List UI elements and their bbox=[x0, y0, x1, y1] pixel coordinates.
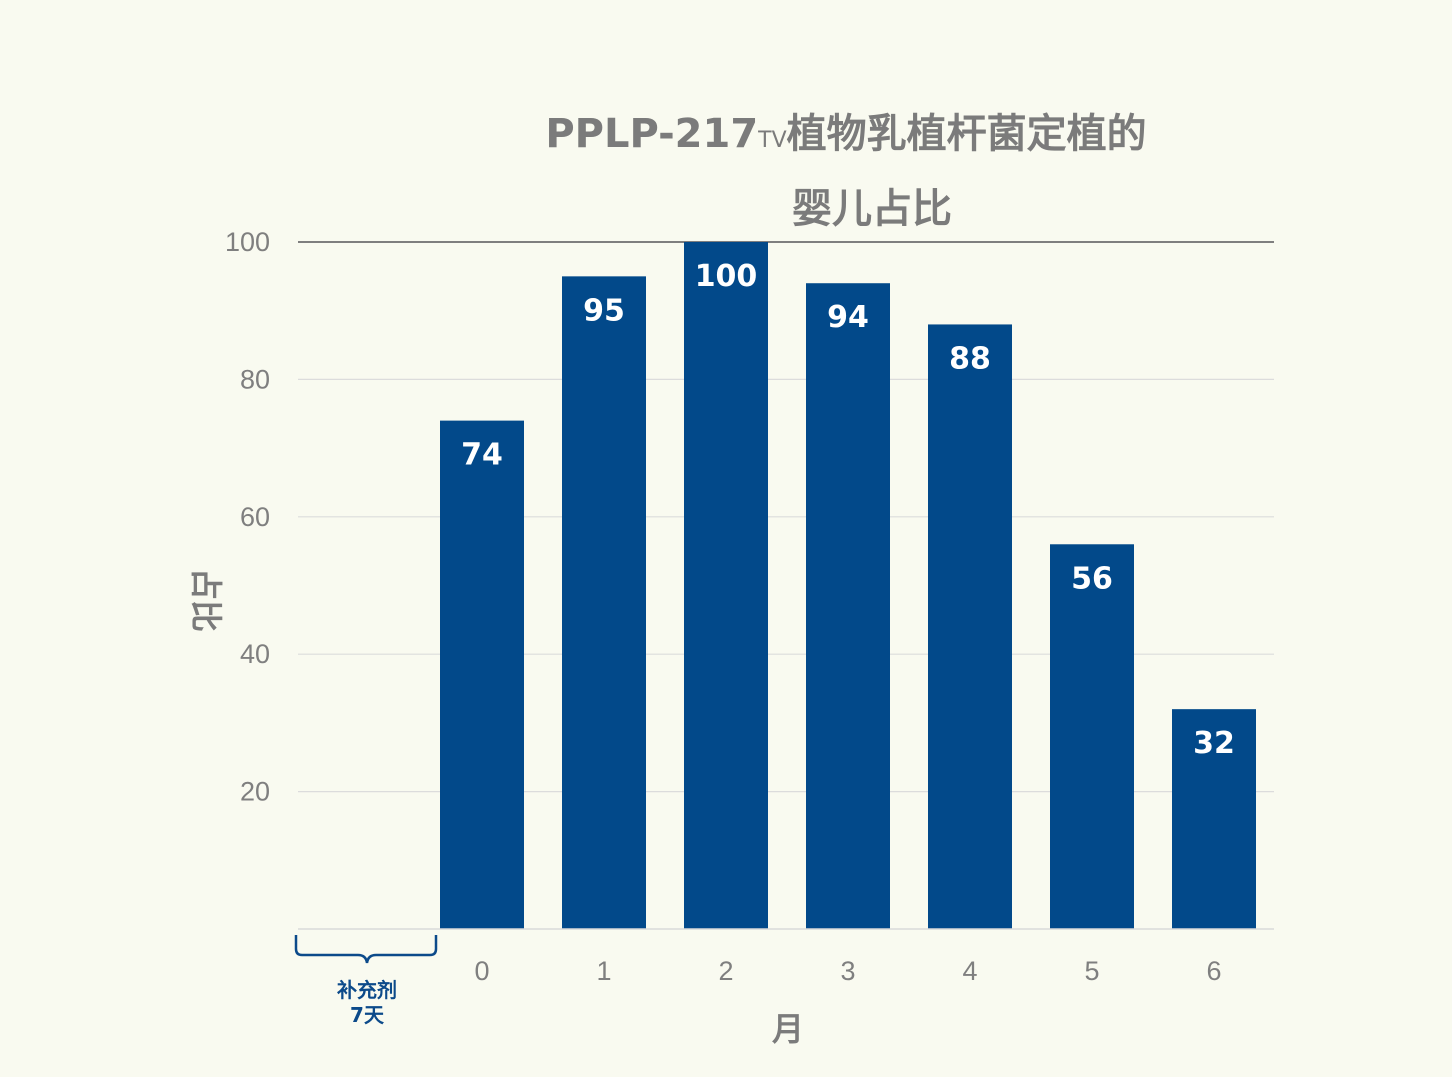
chart-title-rest: 植物乳植杆菌定植的 bbox=[787, 111, 1147, 157]
x-tick-label: 5 bbox=[1084, 956, 1099, 986]
supplement-brace: 补充剂 7天 bbox=[294, 935, 438, 1027]
chart-title-line2: 婴儿占比 bbox=[792, 186, 952, 232]
bar bbox=[1172, 709, 1256, 929]
bar-value-label: 94 bbox=[827, 300, 869, 335]
x-axis-ticks: 0 1 2 3 4 5 6 bbox=[474, 956, 1221, 986]
x-tick-label: 0 bbox=[474, 956, 489, 986]
x-tick-label: 1 bbox=[596, 956, 611, 986]
bar-value-label: 74 bbox=[461, 438, 503, 473]
bar-value-label: 100 bbox=[695, 259, 758, 294]
x-tick-label: 4 bbox=[962, 956, 977, 986]
y-tick-label: 20 bbox=[240, 777, 270, 807]
y-tick-label: 80 bbox=[240, 364, 270, 394]
supplement-duration-label: 7天 bbox=[350, 1003, 385, 1027]
y-axis-title: 占比 bbox=[187, 568, 225, 632]
bar bbox=[440, 420, 524, 929]
bar bbox=[806, 283, 890, 930]
bar-value-label: 95 bbox=[583, 293, 625, 328]
bar-value-label: 56 bbox=[1071, 561, 1113, 596]
chart-title-mark: TV bbox=[757, 128, 787, 153]
bar-value-label: 32 bbox=[1193, 726, 1235, 761]
y-tick-label: 60 bbox=[240, 502, 270, 532]
supplement-label: 补充剂 bbox=[336, 978, 397, 1002]
x-tick-label: 2 bbox=[718, 956, 733, 986]
y-axis-ticks: 20 40 60 80 100 bbox=[225, 227, 270, 807]
bar bbox=[562, 276, 646, 930]
svg-text:PPLP-217TV植物乳植杆菌定植的: PPLP-217TV植物乳植杆菌定植的 bbox=[545, 111, 1146, 157]
bar bbox=[1050, 544, 1134, 929]
y-tick-label: 100 bbox=[225, 227, 270, 257]
x-tick-label: 3 bbox=[840, 956, 855, 986]
x-axis-title: 月 bbox=[772, 1010, 804, 1048]
bar-value-label: 88 bbox=[949, 341, 991, 376]
brace-shape bbox=[294, 935, 438, 964]
bars: 74 95 100 94 88 56 32 bbox=[440, 242, 1256, 930]
bar bbox=[928, 324, 1012, 929]
chart-title: PPLP-217TV植物乳植杆菌定植的 婴儿占比 bbox=[545, 111, 1146, 232]
x-tick-label: 6 bbox=[1206, 956, 1221, 986]
chart-title-main: PPLP-217 bbox=[545, 111, 758, 157]
y-tick-label: 40 bbox=[240, 639, 270, 669]
bar bbox=[684, 242, 768, 929]
